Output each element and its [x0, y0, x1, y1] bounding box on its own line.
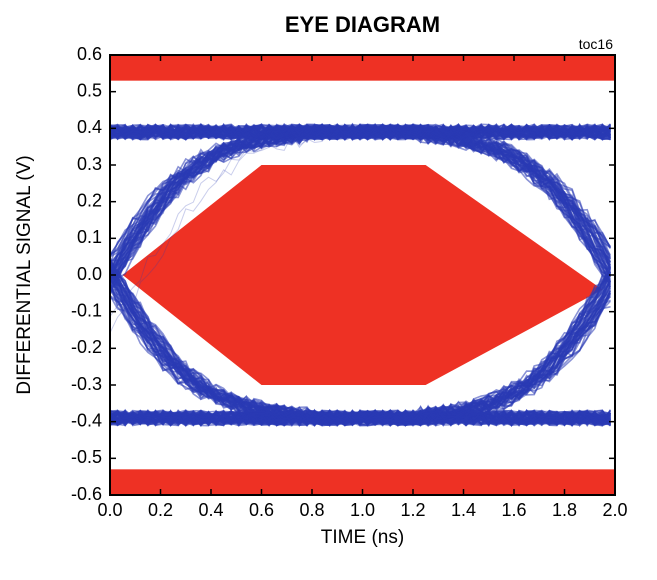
chart-ref-label: toc16	[579, 36, 613, 52]
x-tick-label: 1.8	[552, 500, 577, 520]
plot-area	[110, 55, 615, 495]
x-tick-label: 0.6	[249, 500, 274, 520]
y-tick-label: 0.1	[77, 227, 102, 247]
y-tick-label: 0.4	[77, 117, 102, 137]
x-tick-label: 0.2	[148, 500, 173, 520]
x-tick-label: 0.8	[299, 500, 324, 520]
x-tick-label: 2.0	[602, 500, 627, 520]
x-tick-label: 1.2	[400, 500, 425, 520]
x-tick-label: 1.0	[350, 500, 375, 520]
y-tick-label: 0.6	[77, 44, 102, 64]
y-tick-label: -0.1	[71, 300, 102, 320]
y-tick-label: 0.0	[77, 264, 102, 284]
y-tick-label: -0.3	[71, 374, 102, 394]
chart-svg: EYE DIAGRAM toc16 0.0 0.2 0.4 0.6 0.8 1.0 1.2 1.4…	[0, 0, 657, 580]
y-tick-label: 0.3	[77, 154, 102, 174]
eye-diagram-chart: EYE DIAGRAM toc16 0.0 0.2 0.4 0.6 0.8 1.0 1.2 1.4…	[0, 0, 657, 580]
chart-title: EYE DIAGRAM	[285, 12, 440, 37]
y-tick-label: 0.5	[77, 80, 102, 100]
x-axis-label: TIME (ns)	[321, 527, 404, 548]
y-tick-label: -0.4	[71, 410, 102, 430]
y-tick-label: -0.2	[71, 337, 102, 357]
y-tick-label: -0.6	[71, 484, 102, 504]
y-axis-label: DIFFERENTIAL SIGNAL (V)	[14, 155, 35, 394]
y-tick-label: 0.2	[77, 190, 102, 210]
x-tick-label: 1.4	[451, 500, 476, 520]
x-tick-label: 1.6	[501, 500, 526, 520]
y-tick-label: -0.5	[71, 447, 102, 467]
x-tick-label: 0.4	[198, 500, 223, 520]
